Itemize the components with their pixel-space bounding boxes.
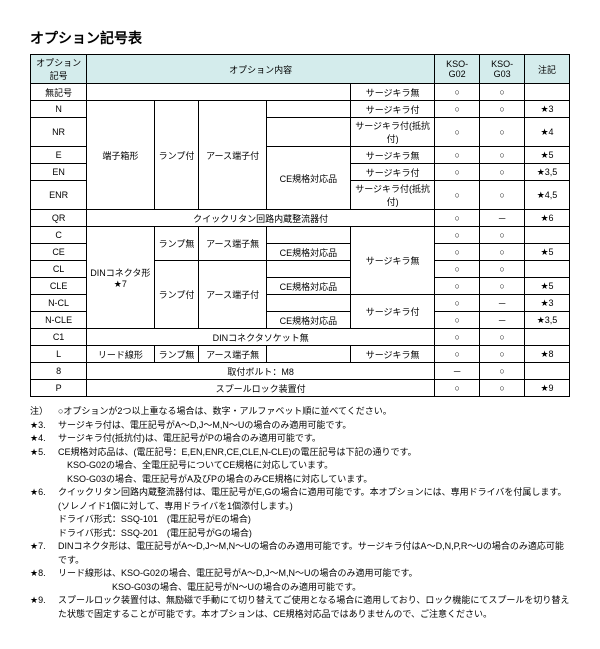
title: オプション記号表 — [30, 28, 570, 48]
th-g03: KSO-G03 — [480, 55, 525, 84]
note-text: クイックリタン回路内蔵整流器付は、電圧記号がE,Gの場合に適用可能です。本オプシ… — [58, 486, 567, 540]
note-mark: ★3. — [30, 419, 58, 433]
notes-section: 注）○オプションが2つ以上重なる場合は、数字・アルファベット順に並べてください。… — [30, 405, 570, 621]
table-row: C1DINコネクタソケット無○○ — [31, 329, 570, 346]
th-content: オプション内容 — [87, 55, 435, 84]
note-item: ★6.クイックリタン回路内蔵整流器付は、電圧記号がE,Gの場合に適用可能です。本… — [30, 486, 570, 540]
note-text: CE規格対応品は、(電圧記号：E,EN,ENR,CE,CLE,N-CLE)の電圧… — [58, 446, 417, 487]
note-mark: ★8. — [30, 567, 58, 594]
note-text: サージキラ付は、電圧記号がA～D,J～M,N～Uの場合のみ適用可能です。 — [58, 419, 351, 433]
th-note: 注記 — [525, 55, 570, 84]
note-item: ★3.サージキラ付は、電圧記号がA～D,J～M,N～Uの場合のみ適用可能です。 — [30, 419, 570, 433]
note-item: ★9.スプールロック装置付は、無励磁で手動にて切り替えてご使用となる場合に適用し… — [30, 594, 570, 621]
options-table: オプション記号オプション内容KSO-G02KSO-G03注記 無記号サージキラ無… — [30, 54, 570, 397]
note-mark: 注） — [30, 405, 58, 419]
note-item: ★4.サージキラ付(抵抗付)は、電圧記号がPの場合のみ適用可能です。 — [30, 432, 570, 446]
note-mark: ★5. — [30, 446, 58, 487]
table-row: Pスプールロック装置付○○★9 — [31, 380, 570, 397]
table-row: 無記号サージキラ無○○ — [31, 84, 570, 101]
note-mark: ★9. — [30, 594, 58, 621]
note-mark: ★7. — [30, 540, 58, 567]
table-row: N端子箱形ランプ付アース端子付サージキラ付○○★3 — [31, 101, 570, 118]
note-item: ★7.DINコネクタ形は、電圧記号がA～D,J～M,N～Uの場合のみ適用可能です… — [30, 540, 570, 567]
table-row: オプション記号オプション内容KSO-G02KSO-G03注記 — [31, 55, 570, 84]
note-text: リード線形は、KSO-G02の場合、電圧記号がA～D,J～M,N～Uの場合のみ適… — [58, 567, 418, 594]
table-row: Lリード線形ランプ無アース端子無サージキラ無○○★8 — [31, 346, 570, 363]
note-text: ○オプションが2つ以上重なる場合は、数字・アルファベット順に並べてください。 — [58, 405, 392, 419]
note-item: 注）○オプションが2つ以上重なる場合は、数字・アルファベット順に並べてください。 — [30, 405, 570, 419]
table-row: CDINコネクタ形★7ランプ無アース端子無サージキラ無○○ — [31, 227, 570, 244]
note-text: スプールロック装置付は、無励磁で手動にて切り替えてご使用となる場合に適用しており… — [58, 594, 570, 621]
note-text: DINコネクタ形は、電圧記号がA～D,J～M,N～Uの場合のみ適用可能です。サー… — [58, 540, 570, 567]
note-mark: ★6. — [30, 486, 58, 540]
note-text: サージキラ付(抵抗付)は、電圧記号がPの場合のみ適用可能です。 — [58, 432, 321, 446]
th-g02: KSO-G02 — [435, 55, 480, 84]
note-item: ★5.CE規格対応品は、(電圧記号：E,EN,ENR,CE,CLE,N-CLE)… — [30, 446, 570, 487]
table-row: 8取付ボルト：M8－○ — [31, 363, 570, 380]
th-code: オプション記号 — [31, 55, 87, 84]
note-item: ★8.リード線形は、KSO-G02の場合、電圧記号がA～D,J～M,N～Uの場合… — [30, 567, 570, 594]
table-row: QRクイックリタン回路内蔵整流器付○－★6 — [31, 210, 570, 227]
note-mark: ★4. — [30, 432, 58, 446]
